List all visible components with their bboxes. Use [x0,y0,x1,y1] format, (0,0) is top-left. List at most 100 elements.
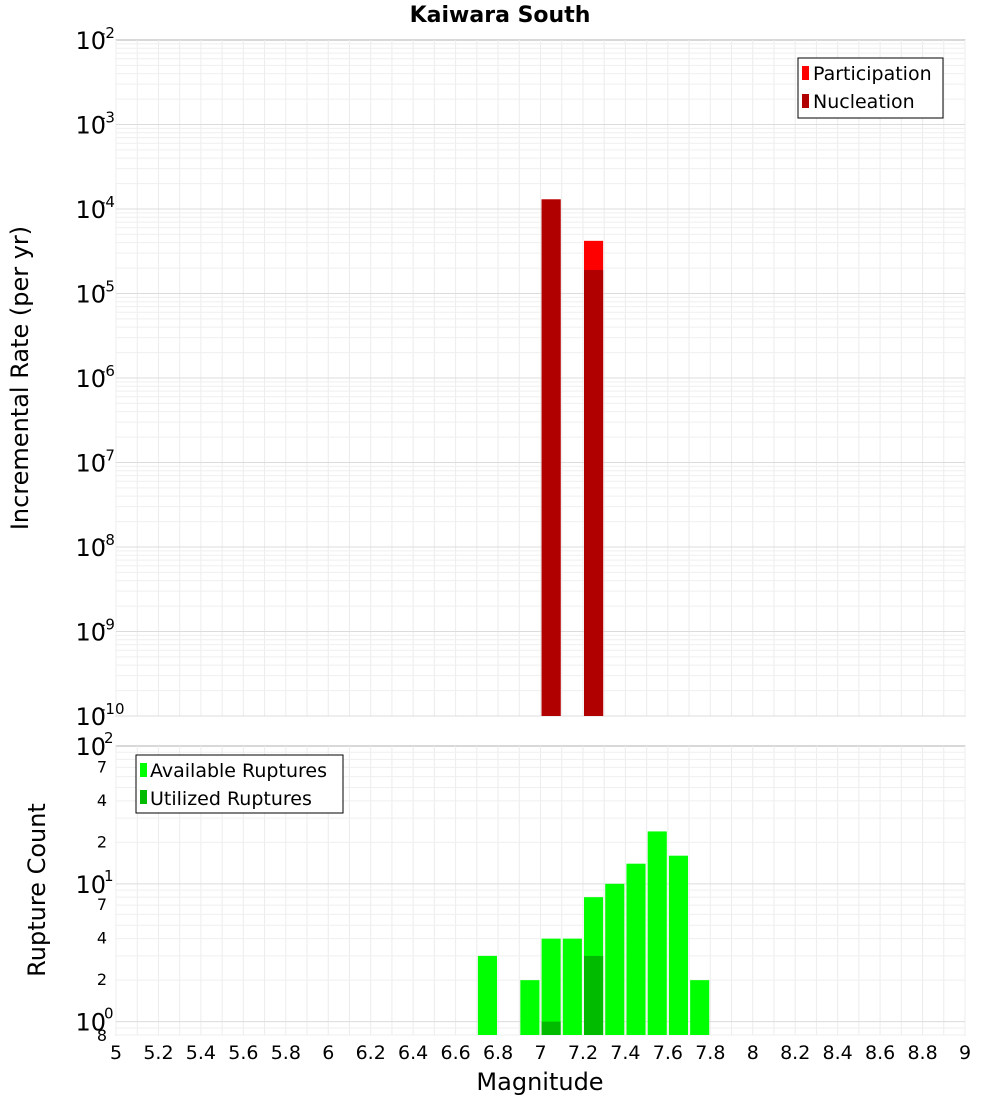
bottom-y-tick: 102 [75,729,113,761]
x-tick-label: 8.4 [823,1042,853,1064]
bottom-y-tick: 100 [75,1005,113,1037]
utilized-ruptures-bar [541,1021,561,1035]
top-y-tick: 10-9 [75,616,115,647]
x-tick-label: 7 [534,1042,546,1064]
top-y-tick-base: 10 [75,703,106,731]
top-legend-box [797,57,944,119]
bottom-y-tick-base: 10 [75,871,106,899]
nucleation-bar [541,199,561,717]
top-legend: Participation Nucleation [797,57,944,119]
bottom-y-minor-tick: 4 [97,791,107,810]
top-y-tick-labels: 10-210-310-410-510-610-710-810-910-10 [75,24,124,731]
top-y-tick: 10-6 [75,362,115,393]
top-y-axis-label: Incremental Rate (per yr) [6,226,34,530]
x-tick-label: 5 [110,1042,122,1064]
x-tick-label: 7.6 [653,1042,683,1064]
x-tick-label: 7.2 [568,1042,598,1064]
x-tick-label: 8.2 [780,1042,810,1064]
available-ruptures-bar [541,938,561,1035]
bottom-y-minor-tick: 2 [97,832,107,851]
top-y-tick-exponent: -9 [100,616,115,634]
top-y-tick: 10-4 [75,193,115,224]
top-y-tick-base: 10 [75,619,106,647]
x-tick-label: 6 [322,1042,334,1064]
x-tick-label: 5.4 [186,1042,216,1064]
bottom-y-minor-tick: 7 [97,895,107,914]
bottom-legend-box [135,754,344,814]
top-y-tick-exponent: -7 [100,447,115,465]
bottom-y-minor-tick: 4 [97,929,107,948]
top-y-tick-base: 10 [75,196,106,224]
legend-label-utilized: Utilized Ruptures [150,788,312,810]
top-y-tick: 10-5 [75,278,115,309]
top-plot-panel: 10-210-310-410-510-610-710-810-910-10 In… [6,24,966,731]
x-tick-label: 6.6 [440,1042,470,1064]
legend-swatch-participation [802,66,809,80]
x-tick-label: 8 [747,1042,759,1064]
available-ruptures-bar [520,980,540,1035]
legend-label-participation: Participation [813,63,932,85]
top-y-tick-exponent: -4 [100,193,115,211]
top-y-tick-base: 10 [75,365,106,393]
top-y-tick-exponent: -2 [100,24,115,42]
top-y-tick-base: 10 [75,27,106,55]
top-y-tick-exponent: -10 [100,700,125,718]
legend-swatch-utilized [140,790,147,804]
top-bars [541,199,604,717]
top-y-tick: 10-8 [75,531,115,562]
bottom-y-tick-exponent: 1 [104,867,114,885]
top-y-tick-exponent: -3 [100,109,115,127]
x-tick-label: 9 [959,1042,971,1064]
top-y-tick-exponent: -5 [100,278,115,296]
bottom-y-tick-base: 10 [75,1009,106,1037]
legend-swatch-nucleation [802,94,809,108]
nucleation-bar [584,269,604,716]
top-y-tick-base: 10 [75,534,106,562]
top-grid [115,40,966,717]
top-y-tick-exponent: -8 [100,531,115,549]
bottom-y-tick-exponent: 2 [104,729,114,747]
bottom-bars [477,831,710,1035]
legend-label-nucleation: Nucleation [813,91,915,113]
x-tick-label: 5.6 [228,1042,258,1064]
x-tick-labels: 5 5.2 5.4 5.6 5.8 6 6.2 6.4 6.6 6.8 7 7.2 7.4 7.6 7.8 8… [110,1042,971,1064]
bottom-y-axis-label: Rupture Count [23,803,51,977]
x-tick-label: 6.4 [398,1042,428,1064]
top-y-tick-exponent: -6 [100,362,115,380]
bottom-legend: Available Ruptures Utilized Ruptures [135,754,344,814]
top-y-tick-base: 10 [75,281,106,309]
available-ruptures-bar [562,938,582,1035]
available-ruptures-bar [647,831,667,1035]
top-y-tick-base: 10 [75,112,106,140]
legend-label-available: Available Ruptures [150,760,327,782]
bottom-y-tick: 101 [75,867,113,899]
legend-swatch-available [140,763,147,777]
top-y-tick-base: 10 [75,450,106,478]
available-ruptures-bar [626,863,646,1035]
available-ruptures-bar [477,955,497,1035]
available-ruptures-bar [605,883,625,1035]
bottom-y-minor-tick: 2 [97,970,107,989]
top-y-tick: 10-2 [75,24,115,55]
available-ruptures-bar [690,980,710,1035]
x-tick-label: 7.4 [610,1042,640,1064]
x-axis-label: Magnitude [476,1068,603,1096]
bottom-y-minor-tick: 7 [97,757,107,776]
x-tick-label: 6.8 [483,1042,513,1064]
top-y-tick: 10-7 [75,447,115,478]
x-tick-label: 6.2 [356,1042,386,1064]
top-y-tick: 10-10 [75,700,124,731]
x-tick-label: 7.8 [695,1042,725,1064]
bottom-y-tick-base: 10 [75,733,106,761]
x-tick-label: 8.8 [907,1042,937,1064]
available-ruptures-bar [668,855,689,1035]
top-y-tick: 10-3 [75,109,115,140]
x-tick-label: 5.2 [143,1042,173,1064]
bottom-y-minor-tick: 8 [97,1026,107,1045]
x-tick-label: 5.8 [271,1042,301,1064]
chart-title: Kaiwara South [410,3,591,28]
utilized-ruptures-bar [584,955,604,1035]
